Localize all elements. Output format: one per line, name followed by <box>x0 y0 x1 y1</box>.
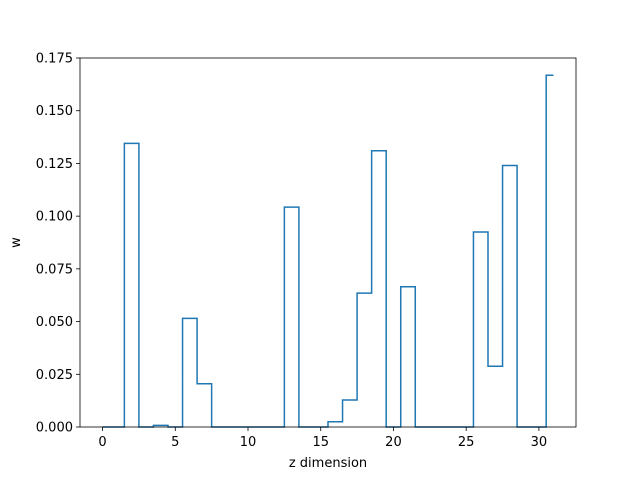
axes-frame <box>79 57 577 428</box>
x-tick-label: 25 <box>458 435 475 450</box>
x-tick-label: 20 <box>385 435 402 450</box>
x-axis-label: z dimension <box>289 456 367 471</box>
y-tick-label: 0.125 <box>36 157 73 172</box>
y-tick-label: 0.000 <box>36 421 73 436</box>
x-tick-label: 5 <box>171 435 179 450</box>
x-tick-label: 30 <box>531 435 548 450</box>
x-tick-label: 0 <box>98 435 106 450</box>
y-axis-label: w <box>9 237 24 248</box>
y-tick-label: 0.175 <box>36 52 73 67</box>
x-tick-label: 15 <box>312 435 329 450</box>
y-tick-label: 0.075 <box>36 262 73 277</box>
x-tick-label: 10 <box>240 435 257 450</box>
axes: 0 5 10 15 20 25 30 0.000 0.025 0.050 0.075 0.100 0.1… <box>36 52 577 450</box>
y-tick-label: 0.150 <box>36 104 73 119</box>
y-tick-label: 0.050 <box>36 315 73 330</box>
y-tick-label: 0.100 <box>36 210 73 225</box>
y-tick-label: 0.025 <box>36 368 73 383</box>
